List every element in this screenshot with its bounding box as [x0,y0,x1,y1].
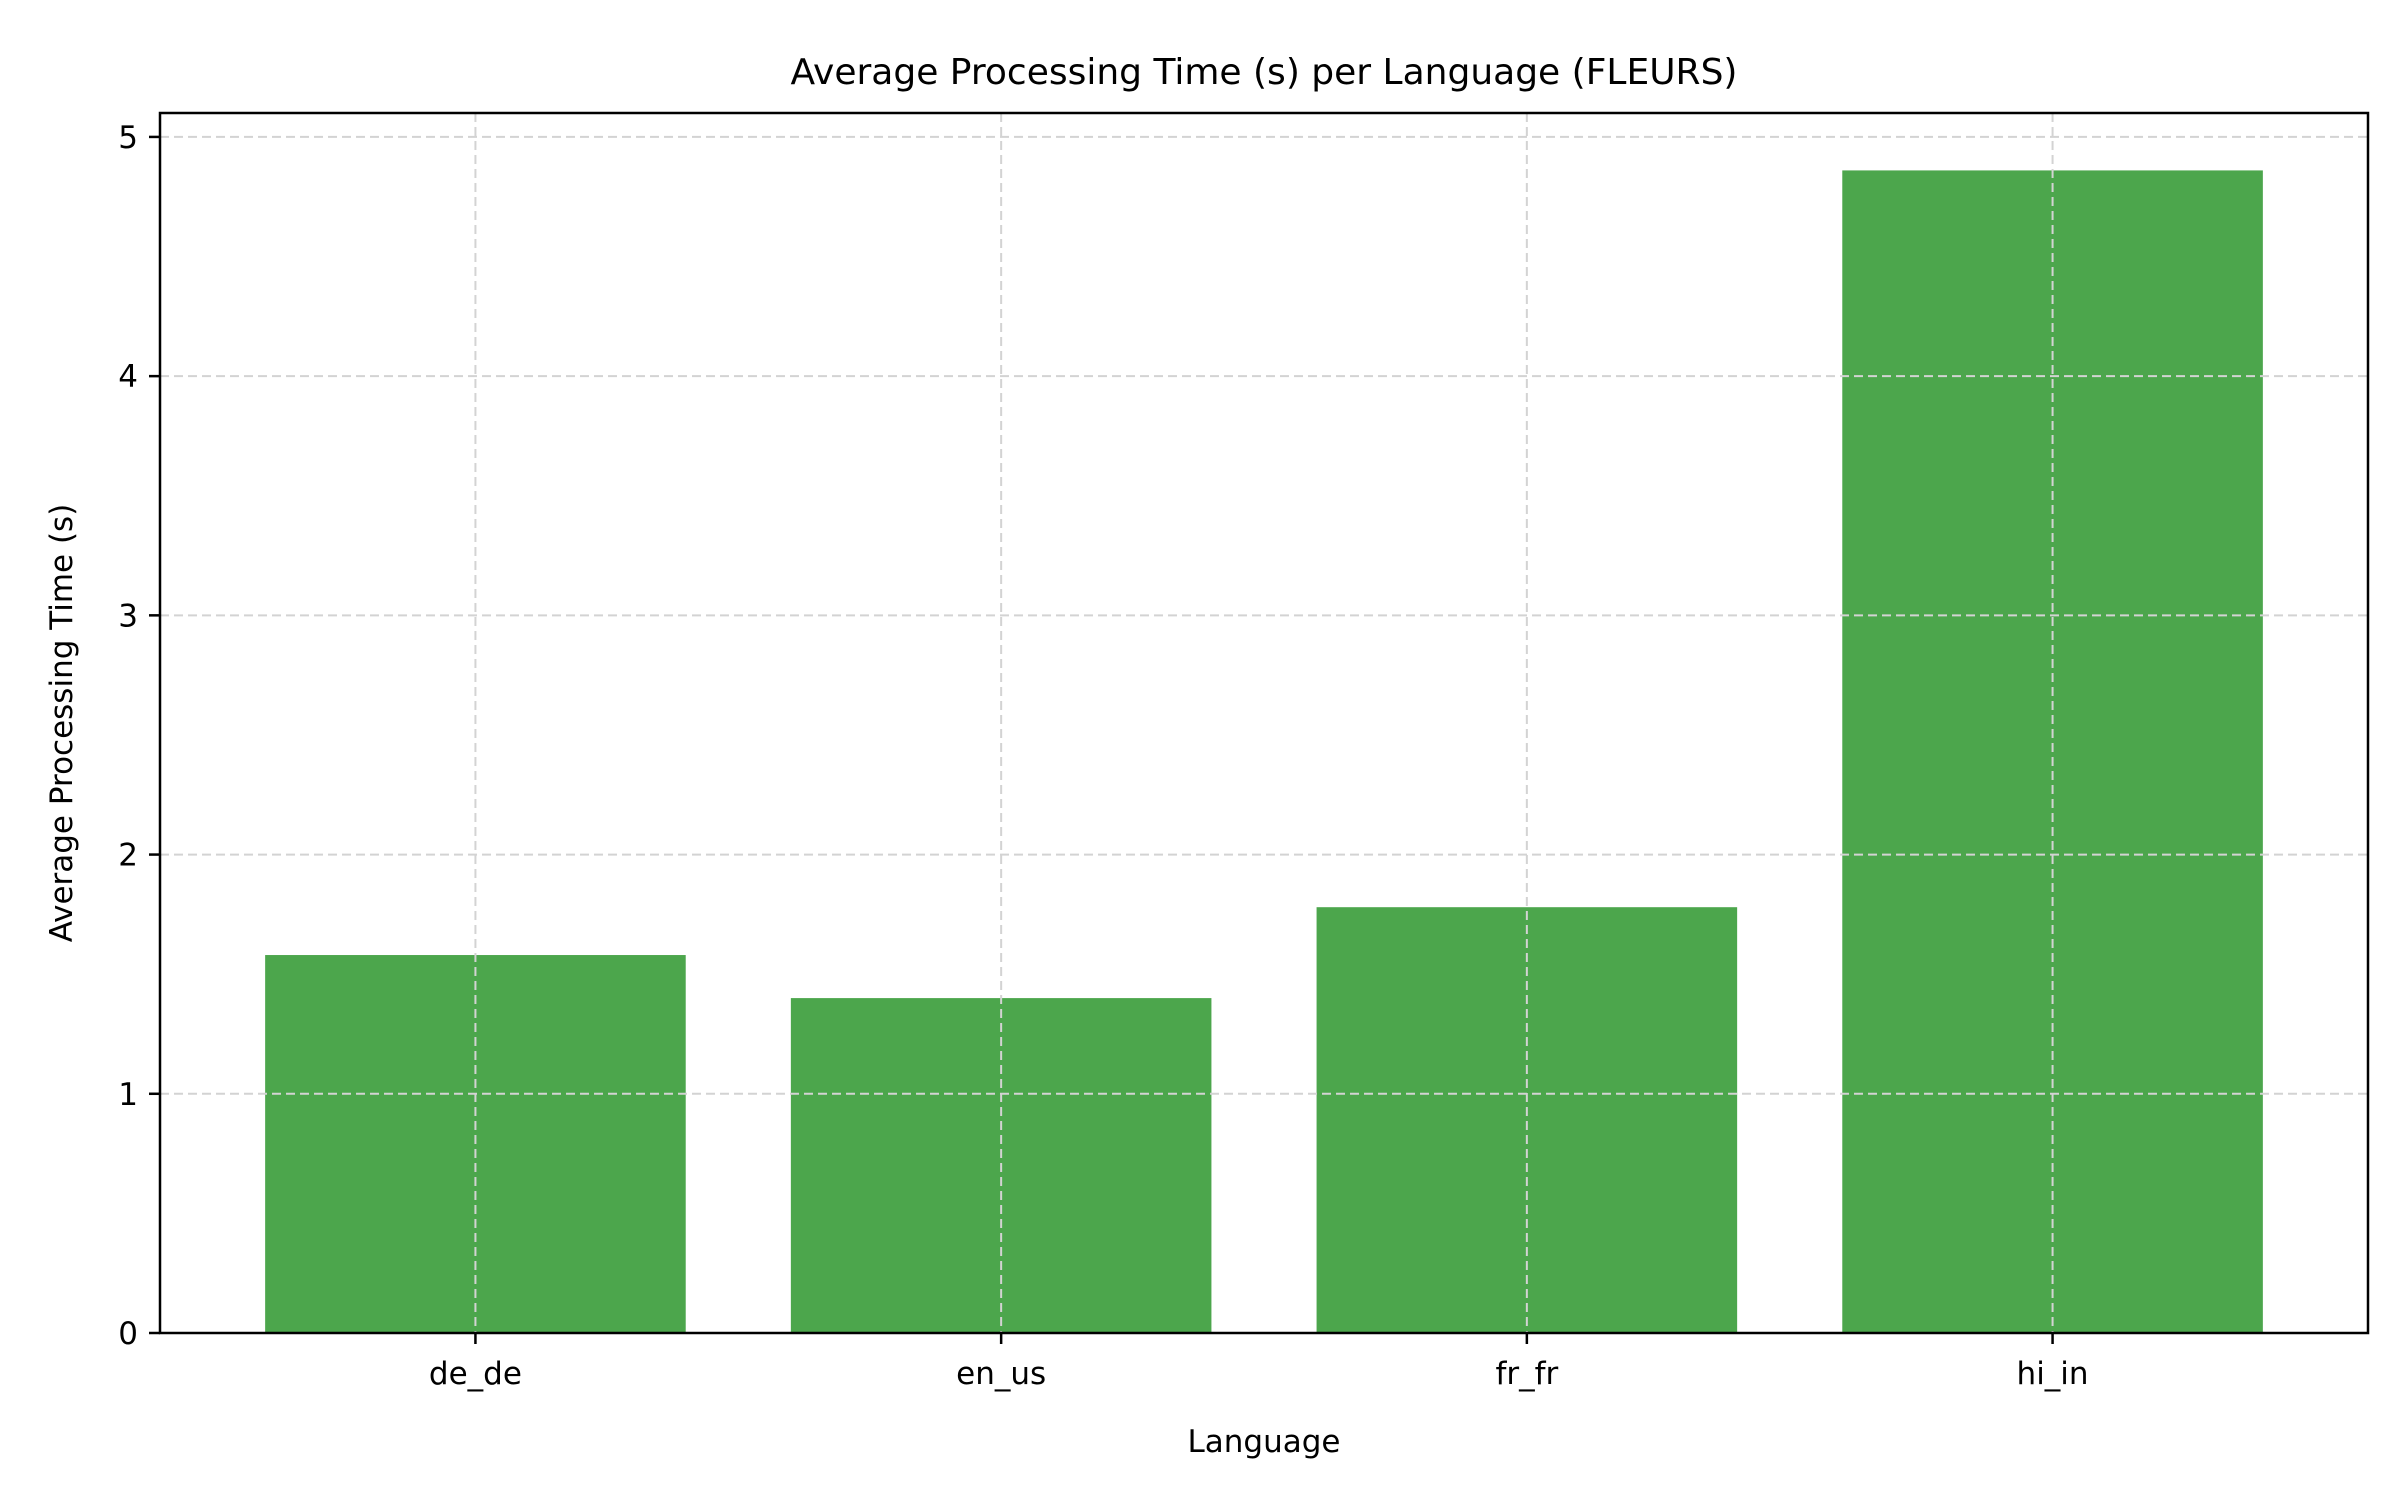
y-tick-label: 4 [118,359,138,395]
x-tick-label: hi_in [2017,1356,2089,1392]
y-tick-label: 3 [118,598,138,634]
x-tick-label: fr_fr [1495,1356,1558,1392]
y-tick-label: 2 [118,838,138,874]
y-tick-label: 1 [118,1077,138,1113]
y-axis-label: Average Processing Time (s) [44,504,80,943]
y-tick-label: 0 [118,1316,138,1352]
chart-title: Average Processing Time (s) per Language… [791,52,1738,93]
x-axis-label: Language [1188,1424,1341,1460]
x-tick-label: en_us [956,1356,1046,1392]
axis-ticks: 0 1 2 3 4 5 de_de en_us fr_fr hi_in [118,120,2088,1392]
x-tick-label: de_de [429,1356,522,1392]
bar-de_de [265,955,686,1333]
y-tick-label: 5 [118,120,138,156]
plot-frame [158,111,2370,1335]
